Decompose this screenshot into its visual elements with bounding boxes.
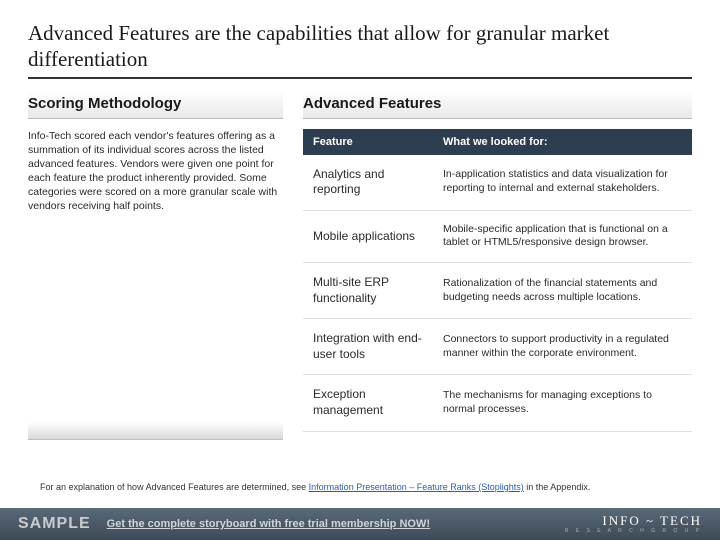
cta-link[interactable]: Get the complete storyboard with free tr…	[107, 518, 430, 530]
footnote-suffix: in the Appendix.	[524, 482, 591, 492]
feature-desc: Rationalization of the financial stateme…	[433, 262, 692, 318]
logo-main-text: INFO ~ TECH	[602, 514, 702, 527]
footnote-link[interactable]: Information Presentation – Feature Ranks…	[309, 482, 524, 492]
feature-name: Analytics and reporting	[303, 155, 433, 211]
page-title: Advanced Features are the capabilities t…	[28, 20, 692, 79]
features-table: Feature What we looked for: Analytics an…	[303, 129, 692, 432]
feature-name: Multi-site ERP functionality	[303, 262, 433, 318]
scoring-heading: Scoring Methodology	[28, 91, 283, 119]
table-row: Mobile applications Mobile-specific appl…	[303, 210, 692, 262]
content-columns: Scoring Methodology Info-Tech scored eac…	[28, 91, 692, 432]
right-column: Advanced Features Feature What we looked…	[303, 91, 692, 432]
table-row: Integration with end-user tools Connecto…	[303, 319, 692, 375]
table-header-row: Feature What we looked for:	[303, 129, 692, 155]
feature-name: Exception management	[303, 375, 433, 431]
table-row: Analytics and reporting In-application s…	[303, 155, 692, 211]
feature-desc: Mobile-specific application that is func…	[433, 210, 692, 262]
decorative-gradient	[28, 422, 283, 440]
col-looked-for: What we looked for:	[433, 129, 692, 155]
scoring-body: Info-Tech scored each vendor's features …	[28, 129, 283, 214]
feature-desc: In-application statistics and data visua…	[433, 155, 692, 211]
table-row: Multi-site ERP functionality Rationaliza…	[303, 262, 692, 318]
feature-name: Integration with end-user tools	[303, 319, 433, 375]
footnote-prefix: For an explanation of how Advanced Featu…	[40, 482, 309, 492]
feature-name: Mobile applications	[303, 210, 433, 262]
table-row: Exception management The mechanisms for …	[303, 375, 692, 431]
footnote: For an explanation of how Advanced Featu…	[40, 482, 590, 492]
feature-desc: Connectors to support productivity in a …	[433, 319, 692, 375]
left-column: Scoring Methodology Info-Tech scored eac…	[28, 91, 283, 432]
infotech-logo: INFO ~ TECH R E S E A R C H G R O U P	[565, 514, 702, 534]
feature-desc: The mechanisms for managing exceptions t…	[433, 375, 692, 431]
sample-label: SAMPLE	[18, 515, 91, 533]
col-feature: Feature	[303, 129, 433, 155]
logo-sub-text: R E S E A R C H G R O U P	[565, 529, 702, 534]
features-heading: Advanced Features	[303, 91, 692, 119]
footer-bar: SAMPLE Get the complete storyboard with …	[0, 508, 720, 540]
